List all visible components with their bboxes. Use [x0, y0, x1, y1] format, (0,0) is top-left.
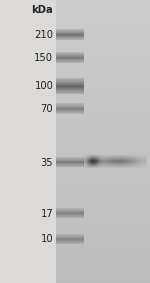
Text: 150: 150	[34, 53, 53, 63]
Text: 70: 70	[41, 104, 53, 114]
Bar	[0, 0, 56, 283]
Text: kDa: kDa	[32, 5, 53, 15]
Text: 210: 210	[34, 30, 53, 40]
Text: 10: 10	[41, 234, 53, 244]
Text: 17: 17	[40, 209, 53, 219]
Text: 100: 100	[34, 81, 53, 91]
Text: 35: 35	[41, 158, 53, 168]
